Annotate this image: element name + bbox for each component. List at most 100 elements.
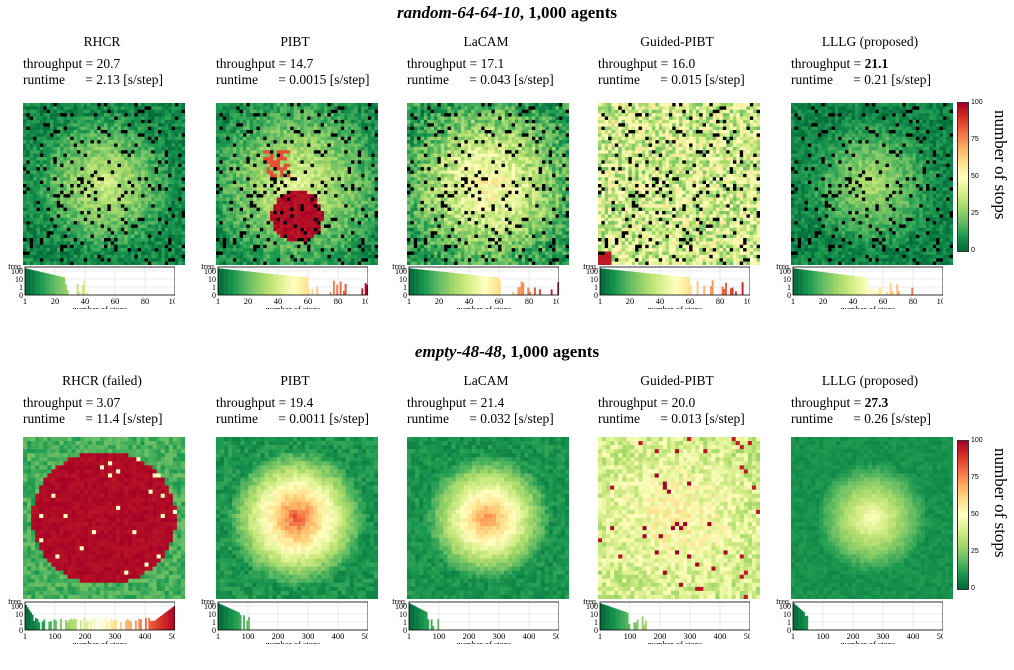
heatmap-cell (243, 231, 247, 235)
heatmap-cell (124, 113, 128, 117)
heatmap-cell (161, 157, 166, 161)
heatmap-cell (97, 204, 101, 208)
heatmap-cell (97, 207, 101, 212)
heatmap-cell (63, 180, 68, 185)
heatmap-cell (219, 200, 224, 205)
heatmap-cell (266, 143, 271, 148)
heatmap-cell (297, 146, 301, 151)
heatmap-cell (154, 106, 159, 111)
heatmap-cell (263, 136, 267, 141)
heatmap-cell (39, 241, 44, 246)
hist-bar (289, 275, 292, 295)
heatmap-cell (317, 258, 321, 262)
heatmap-cell (154, 163, 159, 168)
heatmap-cell (73, 187, 78, 192)
heatmap-cell (141, 119, 145, 124)
heatmap-cell (320, 248, 325, 252)
heatmap-cell (87, 150, 91, 154)
heatmap-cell (33, 146, 37, 151)
heatmap-cell (562, 106, 566, 111)
heatmap-cell (310, 153, 315, 158)
heatmap-cell (29, 204, 34, 208)
heatmap-cell (327, 123, 332, 127)
heatmap-cell (337, 180, 342, 185)
heatmap-cell (73, 200, 78, 205)
heatmap-cell (351, 106, 355, 111)
agents-count: , 1,000 agents (520, 3, 617, 22)
heatmap-cell (280, 194, 284, 198)
heatmap-cell (246, 123, 251, 127)
heatmap-cell (53, 254, 58, 259)
heatmap-cell (290, 204, 294, 208)
heatmap-cell (147, 224, 152, 229)
heatmap-cell (364, 180, 369, 185)
heatmap-cell (36, 167, 41, 171)
heatmap-cell (216, 133, 220, 138)
heatmap-cell (114, 248, 118, 252)
heatmap-cell (134, 126, 139, 131)
heatmap-cell (87, 244, 91, 249)
heatmap-cell (53, 157, 58, 161)
heatmap-cell (164, 251, 169, 256)
heatmap-cell (171, 221, 176, 225)
heatmap-cell (256, 157, 261, 161)
heatmap-cell (324, 221, 328, 225)
heatmap-cell (256, 190, 261, 195)
heatmap-cell (313, 204, 318, 208)
heatmap-cell (270, 217, 274, 222)
heatmap-cell (53, 261, 58, 265)
heatmap-cell (161, 200, 166, 205)
heatmap-cell (327, 106, 332, 111)
heatmap-cell (131, 106, 135, 111)
heatmap-cell (334, 150, 338, 154)
heatmap-cell (371, 194, 375, 198)
heatmap-cell (273, 207, 278, 212)
heatmap-cell (66, 200, 71, 205)
heatmap-cell (23, 116, 27, 121)
heatmap-cell (229, 106, 234, 111)
heatmap-cell (46, 157, 51, 161)
heatmap-cell (290, 136, 294, 141)
heatmap-cell (216, 258, 220, 262)
heatmap-cell (219, 211, 224, 215)
heatmap-cell (83, 126, 88, 131)
heatmap-cell (259, 167, 264, 171)
heatmap-cell (80, 177, 85, 181)
heatmap-cell (29, 200, 34, 205)
heatmap-cell (303, 143, 308, 148)
heatmap-cell (229, 136, 234, 141)
heatmap-cell (107, 207, 112, 212)
heatmap-cell (107, 224, 112, 229)
heatmap-cell (337, 116, 342, 121)
heatmap-cell (114, 160, 118, 165)
heatmap-cell (151, 123, 155, 127)
heatmap-cell (216, 214, 220, 219)
heatmap-cell (33, 221, 37, 225)
heatmap-cell (229, 224, 234, 229)
heatmap-cell (39, 238, 44, 242)
heatmap-cell (307, 254, 311, 259)
heatmap-cell (171, 234, 176, 239)
heatmap-cell (361, 109, 365, 114)
heatmap-cell (50, 109, 54, 114)
heatmap-cell (60, 180, 64, 185)
heatmap-cell (334, 258, 338, 262)
heatmap-cell (374, 126, 378, 131)
heatmap-cell (246, 160, 251, 165)
heatmap-cell (236, 187, 240, 192)
heatmap-cell (337, 254, 342, 259)
heatmap-cell (154, 170, 159, 175)
heatmap-cell (178, 184, 182, 188)
heatmap-cell (171, 248, 176, 252)
heatmap-cell (124, 184, 128, 188)
heatmap-cell (43, 170, 47, 175)
heatmap-cell (344, 217, 348, 222)
heatmap-cell (181, 227, 185, 232)
heatmap-cell (259, 184, 264, 188)
heatmap-cell (239, 136, 244, 141)
heatmap-cell (347, 244, 352, 249)
heatmap-cell (283, 258, 288, 262)
heatmap-cell (222, 140, 227, 144)
heatmap-cell (171, 133, 176, 138)
heatmap-cell (334, 143, 338, 148)
